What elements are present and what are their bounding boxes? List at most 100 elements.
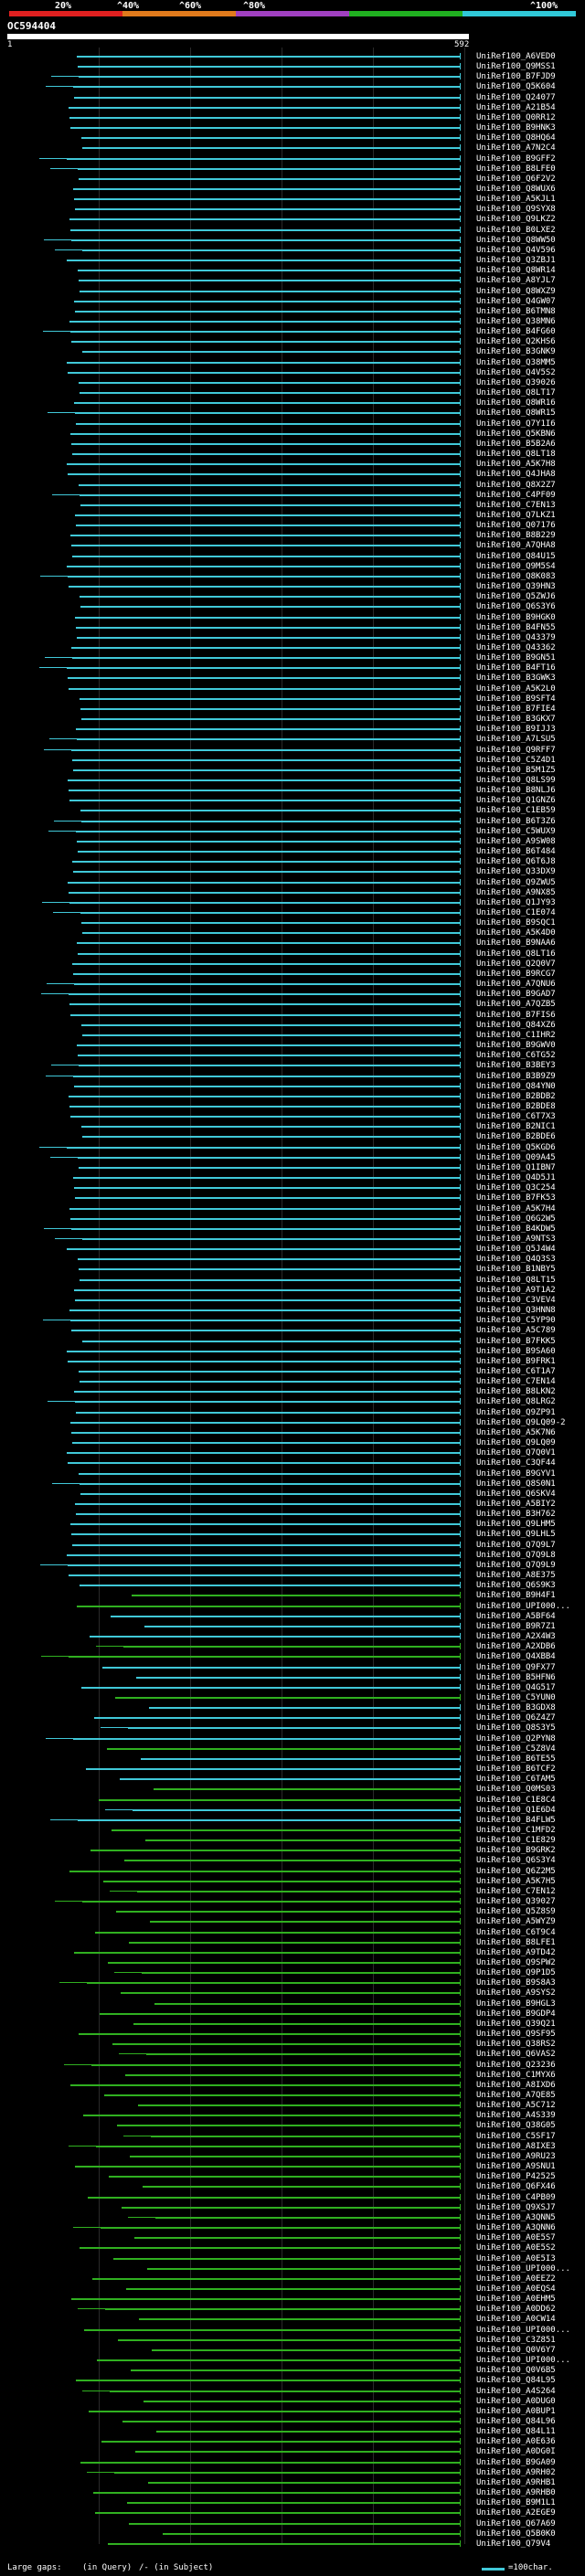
hit-bar[interactable] <box>129 1942 461 1944</box>
hit-bar[interactable] <box>69 688 461 690</box>
hit-label[interactable]: UniRef100_C7EN12 <box>476 1887 556 1896</box>
hit-label[interactable]: UniRef100_A5K7H4 <box>476 1204 556 1214</box>
hit-bar[interactable] <box>93 2492 461 2494</box>
hit-label[interactable]: UniRef100_Q23236 <box>476 2061 556 2070</box>
hit-label[interactable]: UniRef100_B9FRK1 <box>476 1357 556 1366</box>
hit-bar[interactable] <box>117 2125 461 2126</box>
hit-bar[interactable] <box>70 229 461 231</box>
hit-label[interactable]: UniRef100_Q9FX77 <box>476 1663 556 1672</box>
hit-label[interactable]: UniRef100_B9IJJ3 <box>476 725 556 734</box>
hit-label[interactable]: UniRef100_B9RCG7 <box>476 970 556 979</box>
hit-bar[interactable] <box>80 708 461 710</box>
hit-bar[interactable] <box>79 1167 461 1169</box>
hit-label[interactable]: UniRef100_Q84L96 <box>476 2417 556 2426</box>
hit-label[interactable]: UniRef100_Q38MM5 <box>476 358 556 367</box>
hit-label[interactable]: UniRef100_Q8LT15 <box>476 1276 556 1285</box>
hit-label[interactable]: UniRef100_B5M1Z5 <box>476 766 556 775</box>
hit-label[interactable]: UniRef100_Q33DX9 <box>476 867 556 876</box>
hit-bar[interactable] <box>114 2472 461 2474</box>
hit-label[interactable]: UniRef100_Q8LT17 <box>476 388 556 398</box>
hit-label[interactable]: UniRef100_B1NBY5 <box>476 1265 556 1274</box>
hit-label[interactable]: UniRef100_A7QE85 <box>476 2091 556 2100</box>
hit-bar[interactable] <box>74 1952 461 1954</box>
hit-bar[interactable] <box>133 1809 461 1811</box>
hit-bar[interactable] <box>155 2217 461 2219</box>
hit-label[interactable]: UniRef100_A0EEZ2 <box>476 2274 556 2284</box>
hit-bar[interactable] <box>120 1778 461 1780</box>
hit-bar[interactable] <box>82 1136 461 1138</box>
hit-label[interactable]: UniRef100_C6T7X3 <box>476 1112 556 1121</box>
hit-bar[interactable] <box>78 168 461 170</box>
hit-bar[interactable] <box>69 1574 461 1576</box>
hit-bar[interactable] <box>67 1248 461 1250</box>
hit-label[interactable]: UniRef100_Q6S3Y4 <box>476 1856 556 1865</box>
hit-label[interactable]: UniRef100_C1EB59 <box>476 806 556 815</box>
hit-label[interactable]: UniRef100_Q39027 <box>476 1897 556 1906</box>
hit-label[interactable]: UniRef100_Q3ZBJ1 <box>476 256 556 265</box>
hit-bar[interactable] <box>147 2268 461 2270</box>
hit-bar[interactable] <box>69 1208 461 1210</box>
hit-bar[interactable] <box>80 1279 461 1281</box>
hit-bar[interactable] <box>75 2166 461 2168</box>
hit-label[interactable]: UniRef100_Q7Y1I6 <box>476 419 556 429</box>
hit-label[interactable]: UniRef100_A9SYS2 <box>476 1988 556 1998</box>
hit-bar[interactable] <box>122 2207 461 2209</box>
hit-label[interactable]: UniRef100_Q9SYX8 <box>476 205 556 214</box>
hit-label[interactable]: UniRef100_Q0V6B5 <box>476 2366 556 2375</box>
hit-label[interactable]: UniRef100_Q4JHA8 <box>476 470 556 479</box>
hit-label[interactable]: UniRef100_B9HNK3 <box>476 123 556 133</box>
hit-bar[interactable] <box>80 606 461 608</box>
hit-bar[interactable] <box>82 1238 461 1240</box>
hit-label[interactable]: UniRef100_A9T1A2 <box>476 1286 556 1295</box>
hit-label[interactable]: UniRef100_Q8WW50 <box>476 236 556 245</box>
hit-bar[interactable] <box>69 800 461 801</box>
hit-label[interactable]: UniRef100_B5HFN6 <box>476 1673 556 1682</box>
hit-label[interactable]: UniRef100_B9GDP4 <box>476 2009 556 2019</box>
hit-label[interactable]: UniRef100_B6TCF2 <box>476 1765 556 1774</box>
hit-label[interactable]: UniRef100_Q2PYN8 <box>476 1734 556 1744</box>
hit-label[interactable]: UniRef100_C1MYX6 <box>476 2071 556 2080</box>
hit-bar[interactable] <box>78 1157 461 1159</box>
hit-label[interactable]: UniRef100_C5SF17 <box>476 2132 556 2141</box>
hit-bar[interactable] <box>128 1727 461 1729</box>
hit-bar[interactable] <box>78 953 461 955</box>
hit-label[interactable]: UniRef100_A8IXE3 <box>476 2142 556 2151</box>
hit-label[interactable]: UniRef100_C1MFD2 <box>476 1826 556 1835</box>
hit-label[interactable]: UniRef100_B4FT16 <box>476 663 556 673</box>
hit-label[interactable]: UniRef100_B7FK53 <box>476 1193 556 1203</box>
hit-label[interactable]: UniRef100_C5YP90 <box>476 1316 556 1325</box>
hit-label[interactable]: UniRef100_A0BUP1 <box>476 2407 556 2416</box>
hit-bar[interactable] <box>80 1585 461 1586</box>
hit-bar[interactable] <box>70 1116 461 1118</box>
hit-label[interactable]: UniRef100_A9SW08 <box>476 837 556 846</box>
hit-bar[interactable] <box>73 86 461 88</box>
hit-bar[interactable] <box>69 902 461 904</box>
hit-bar[interactable] <box>77 56 461 58</box>
hit-bar[interactable] <box>74 198 461 200</box>
hit-label[interactable]: UniRef100_Q9LHL5 <box>476 1530 556 1539</box>
hit-bar[interactable] <box>81 1687 461 1689</box>
hit-label[interactable]: UniRef100_B3GNK9 <box>476 347 556 356</box>
hit-label[interactable]: UniRef100_B8NLJ6 <box>476 786 556 795</box>
hit-bar[interactable] <box>81 1024 461 1026</box>
hit-bar[interactable] <box>122 2421 461 2422</box>
hit-label[interactable]: UniRef100_C1IHR2 <box>476 1031 556 1040</box>
hit-label[interactable]: UniRef100_C3QF44 <box>476 1458 556 1468</box>
hit-label[interactable]: UniRef100_Q9XSJ7 <box>476 2203 556 2212</box>
hit-bar[interactable] <box>82 1341 461 1342</box>
hit-bar[interactable] <box>99 1799 461 1801</box>
hit-bar[interactable] <box>69 1106 461 1108</box>
hit-bar[interactable] <box>73 973 461 975</box>
hit-bar[interactable] <box>145 1839 461 1841</box>
hit-label[interactable]: UniRef100_C1E074 <box>476 908 556 917</box>
hit-label[interactable]: UniRef100_A9RHB1 <box>476 2478 556 2487</box>
hit-label[interactable]: UniRef100_A5K7H8 <box>476 460 556 469</box>
hit-label[interactable]: UniRef100_B8LFE1 <box>476 1938 556 1947</box>
hit-bar[interactable] <box>74 983 461 985</box>
hit-bar[interactable] <box>69 321 461 323</box>
hit-label[interactable]: UniRef100_Q8HQ64 <box>476 133 556 143</box>
hit-label[interactable]: UniRef100_C1E8C4 <box>476 1796 556 1805</box>
hit-bar[interactable] <box>101 2227 461 2229</box>
hit-label[interactable]: UniRef100_B7FIS6 <box>476 1011 556 1020</box>
hit-label[interactable]: UniRef100_Q7Q9L8 <box>476 1551 556 1560</box>
